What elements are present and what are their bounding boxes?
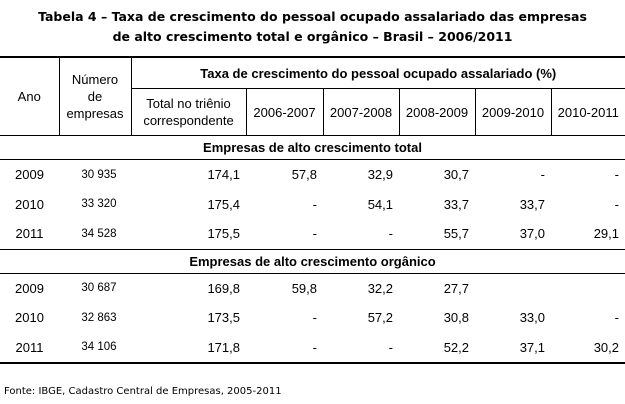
header-period-3: 2008-2009 (398, 88, 475, 136)
cell-value (551, 273, 625, 303)
header-numero-line-3: empresas (66, 106, 124, 121)
cell-value: - (312, 196, 317, 212)
cell-numero-value: 34 106 (81, 341, 117, 354)
table-row: 2010 32 863 173,5 - 57,2 30,8 33,0 - (0, 303, 625, 333)
cell-ano: 2010 (15, 196, 44, 212)
table-row: 2011 34 528 175,5 - - 55,7 37,0 29,1 (0, 219, 625, 250)
header-numero-line-1: Número (71, 72, 119, 87)
cell-value: 33,7 (443, 196, 469, 212)
cell-numero-value: 33 320 (81, 198, 117, 211)
table-row: 2010 33 320 175,4 - 54,1 33,7 33,7 - (0, 190, 625, 220)
cell-numero-value: 30 687 (81, 282, 117, 295)
header-total-line-1: Total no triênio (146, 96, 231, 111)
cell-ano: 2011 (0, 219, 59, 250)
cell-value: 32,9 (367, 167, 393, 183)
table-row: 2009 30 935 174,1 57,8 32,9 30,7 - - (0, 160, 625, 190)
cell-value: 37,0 (475, 219, 551, 250)
cell-value: - (614, 310, 619, 326)
cell-value: - (540, 167, 545, 183)
cell-total: 173,5 (207, 310, 240, 326)
cell-value: - (614, 167, 619, 183)
header-period-5: 2010-2011 (550, 88, 625, 136)
cell-value: 57,2 (367, 310, 393, 326)
cell-value: 57,8 (291, 167, 317, 183)
cell-value: - (323, 332, 399, 364)
cell-total: 175,4 (207, 196, 240, 212)
cell-value: 54,1 (367, 196, 393, 212)
growth-table: Ano Número de empresas Taxa de crescimen… (0, 56, 625, 364)
header-numero: Número de empresas (58, 56, 131, 136)
cell-numero-value: 32 863 (81, 311, 117, 324)
cell-value: 30,8 (443, 310, 469, 326)
cell-value: - (246, 332, 323, 364)
cell-value: 27,7 (443, 280, 469, 296)
cell-total: 169,8 (207, 280, 240, 296)
cell-numero: 34 106 (59, 332, 131, 364)
cell-numero-value: 34 528 (81, 227, 117, 240)
cell-value: 52,2 (399, 332, 475, 364)
table-row: 2009 30 687 169,8 59,8 32,2 27,7 (0, 273, 625, 303)
cell-ano: 2009 (15, 280, 44, 296)
cell-total: 171,8 (131, 332, 246, 364)
table-title-line-1: Tabela 4 – Taxa de crescimento do pessoa… (38, 9, 587, 24)
header-ano: Ano (0, 56, 59, 136)
cell-value: 32,2 (367, 280, 393, 296)
cell-value: 29,1 (551, 219, 625, 250)
cell-numero: 34 528 (59, 219, 131, 250)
header-period-2: 2007-2008 (322, 88, 399, 136)
cell-value: 33,7 (519, 196, 545, 212)
source-note: Fonte: IBGE, Cadastro Central de Empresa… (4, 386, 282, 397)
header-taxa-span: Taxa de crescimento do pessoal ocupado a… (130, 56, 625, 89)
cell-total: 175,5 (131, 219, 246, 250)
cell-value: - (312, 310, 317, 326)
header-total: Total no triênio correspondente (130, 88, 246, 136)
cell-numero: 33 320 (59, 190, 131, 220)
table-row: 2011 34 106 171,8 - - 52,2 37,1 30,2 (0, 332, 625, 364)
cell-value: 55,7 (399, 219, 475, 250)
cell-value: - (614, 196, 619, 212)
cell-numero: 30 687 (59, 273, 131, 303)
header-total-line-2: correspondente (143, 113, 234, 128)
cell-numero: 32 863 (59, 303, 131, 333)
cell-value: 37,1 (475, 332, 551, 364)
header-period-1: 2006-2007 (245, 88, 323, 136)
cell-value: - (323, 219, 399, 250)
cell-numero: 30 935 (59, 160, 131, 190)
cell-value: - (246, 219, 323, 250)
cell-value: 30,7 (443, 167, 469, 183)
cell-ano: 2009 (15, 167, 44, 183)
section-label-total: Empresas de alto crescimento total (0, 135, 625, 160)
cell-ano: 2010 (15, 310, 44, 326)
cell-value (475, 273, 551, 303)
header-period-4: 2009-2010 (474, 88, 551, 136)
cell-value: 59,8 (291, 280, 317, 296)
section-label-organico: Empresas de alto crescimento orgânico (0, 249, 625, 274)
table-title-line-2: de alto crescimento total e orgânico – B… (112, 29, 513, 44)
cell-value: 30,2 (551, 332, 625, 364)
cell-value: 33,0 (519, 310, 545, 326)
cell-numero-value: 30 935 (81, 168, 117, 181)
cell-total: 174,1 (207, 167, 240, 183)
header-numero-line-2: de (87, 89, 103, 104)
cell-ano: 2011 (0, 332, 59, 364)
